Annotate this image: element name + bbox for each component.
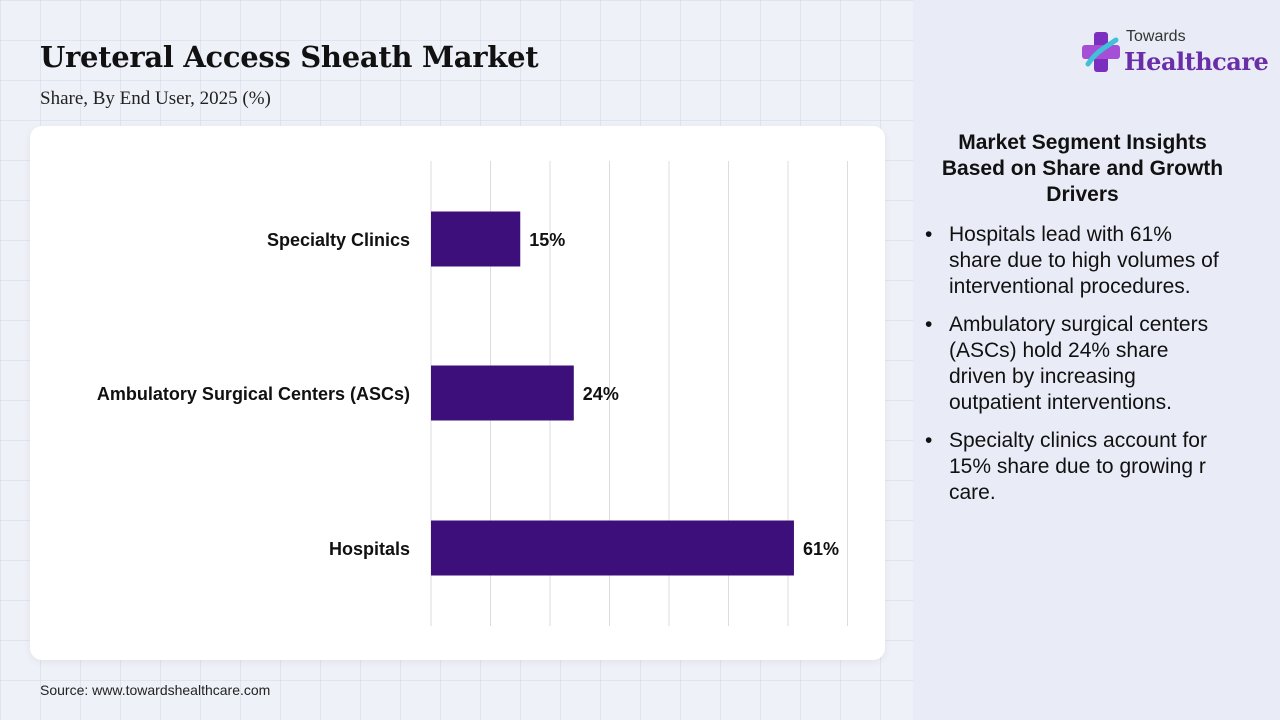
insight-text: Ambulatory surgical centers (ASCs) hold … — [949, 313, 1209, 414]
insight-text: Hospitals lead with 61% share due to hig… — [949, 223, 1219, 298]
insights-title: Market Segment Insights Based on Share a… — [941, 131, 1224, 206]
data-label: 24% — [583, 384, 619, 404]
bar-chart: Specialty Clinics 15% Ambulatory Surgical … — [97, 161, 848, 626]
insight-text: Specialty clinics account for 15% share … — [949, 429, 1207, 504]
insight-item: • Hospitals lead with 61% share due to hi… — [925, 222, 1225, 300]
category-label: Hospitals — [329, 539, 410, 559]
insights-panel — [913, 0, 1280, 720]
insight-item: • Specialty clinics account for 15% share… — [925, 428, 1225, 506]
page-title: Ureteral Access Sheath Market — [40, 40, 539, 74]
insights-list: • Hospitals lead with 61% share due to hi… — [925, 222, 1225, 518]
page-subtitle: Share, By End User, 2025 (%) — [40, 88, 271, 109]
medical-cross-icon — [1082, 32, 1120, 72]
chart-card: Specialty Clinics 15% Ambulatory Surgical … — [30, 126, 885, 660]
bullet-icon: • — [925, 223, 933, 246]
category-label: Ambulatory Surgical Centers (ASCs) — [97, 384, 410, 404]
bar — [431, 365, 574, 421]
category-label: Specialty Clinics — [267, 230, 410, 250]
data-label: 15% — [529, 230, 565, 250]
bullet-icon: • — [925, 429, 933, 452]
brand-logo: Towards Healthcare — [1080, 28, 1269, 78]
bar — [431, 520, 794, 576]
logo-main-text: Healthcare — [1124, 47, 1269, 76]
logo-top-text: Towards — [1126, 28, 1186, 45]
source-note: Source: www.towardshealthcare.com — [40, 682, 271, 698]
bullet-icon: • — [925, 313, 933, 336]
data-label: 61% — [803, 539, 839, 559]
bar — [431, 211, 521, 267]
insight-item: • Ambulatory surgical centers (ASCs) hold… — [925, 312, 1225, 416]
